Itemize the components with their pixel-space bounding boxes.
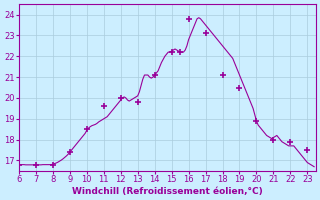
X-axis label: Windchill (Refroidissement éolien,°C): Windchill (Refroidissement éolien,°C)	[72, 187, 263, 196]
